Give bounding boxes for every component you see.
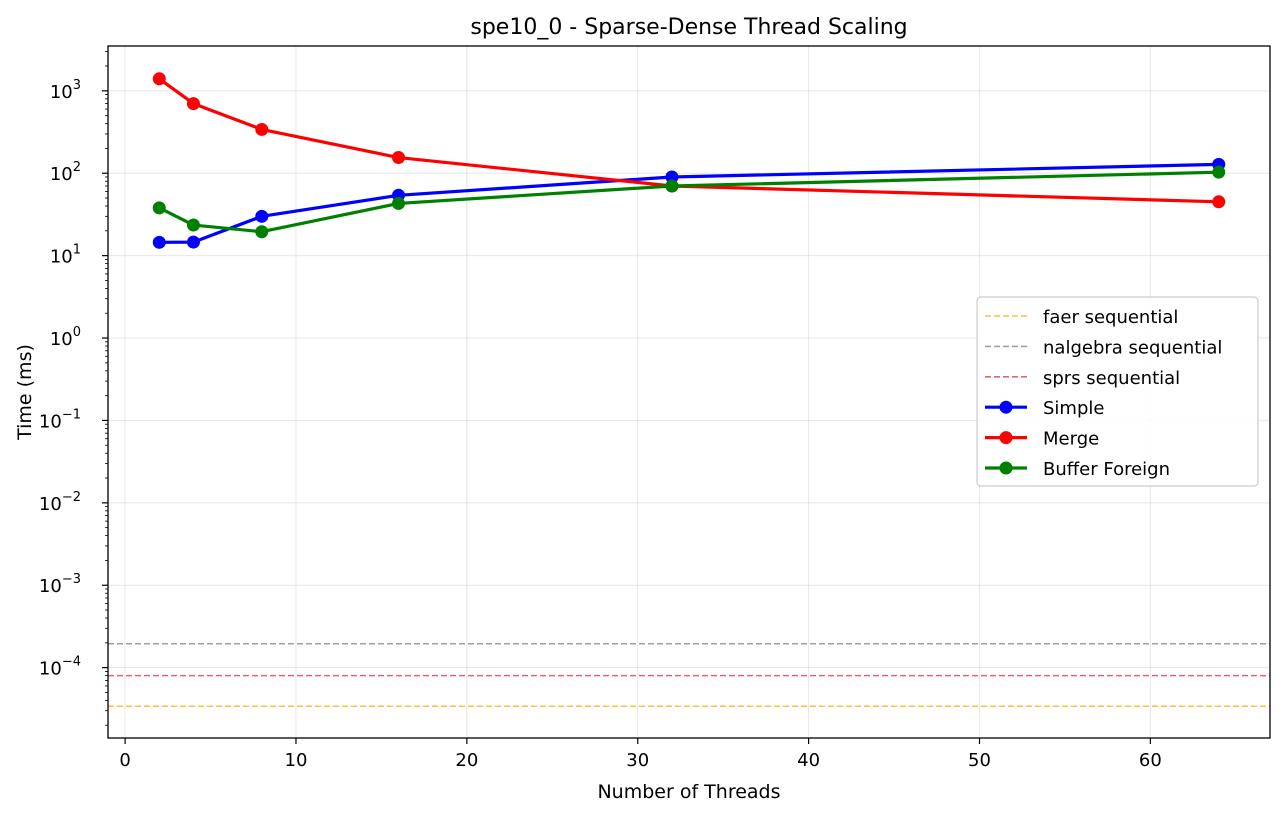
y-tick-base: 10 [50,329,73,350]
data-point [186,218,200,232]
x-tick-label: 20 [455,750,478,771]
legend-marker [999,431,1013,445]
data-point [1212,195,1226,209]
legend-label: Merge [1043,429,1099,450]
x-tick-label: 0 [119,750,130,771]
x-tick-label: 30 [626,750,649,771]
y-tick-base: 10 [50,164,73,185]
chart-title: spe10_0 - Sparse-Dense Thread Scaling [470,15,907,40]
data-point [152,235,166,249]
y-tick-label: 100 [50,325,81,350]
y-tick-label: 10−3 [39,572,81,597]
y-tick-label: 10−2 [39,490,81,515]
y-tick-exponent: 1 [73,243,81,258]
data-point [255,209,269,223]
y-tick-exponent: −1 [62,407,81,422]
y-tick-label: 101 [50,243,81,268]
y-tick-exponent: 3 [73,78,81,93]
reference-lines [108,642,1270,708]
data-point [665,170,679,184]
x-tick-label: 50 [968,750,991,771]
y-tick-base: 10 [39,659,62,680]
y-tick-exponent: 0 [73,325,81,340]
y-tick-label: 103 [50,78,81,103]
series-line [157,77,1221,204]
data-point [186,235,200,249]
legend-marker [999,400,1013,414]
y-tick-exponent: 2 [73,160,81,175]
x-tick-label: 40 [797,750,820,771]
y-tick-base: 10 [39,411,62,432]
data-point [255,225,269,239]
y-tick-base: 10 [50,82,73,103]
legend-label: nalgebra sequential [1043,337,1222,358]
y-tick-exponent: −3 [62,572,81,587]
y-tick-label: 10−1 [39,407,81,432]
x-tick-label: 10 [285,750,308,771]
data-point [255,122,269,136]
legend-marker [999,461,1013,475]
y-tick-exponent: −4 [62,655,81,670]
data-point [186,97,200,111]
legend-box [976,296,1259,487]
y-tick-base: 10 [39,576,62,597]
data-point [152,201,166,215]
legend-label: faer sequential [1043,307,1178,328]
legend-label: Simple [1043,398,1104,419]
x-axis-ticks: 0 10 20 30 40 50 60 [119,738,1162,771]
x-tick-label: 60 [1139,750,1162,771]
series-lines [152,72,1226,249]
legend-label: sprs sequential [1043,368,1180,389]
data-point [1212,165,1226,179]
data-point [152,72,166,86]
plot-frame [107,45,1271,739]
data-point [392,196,405,210]
y-tick-label: 102 [50,160,81,185]
data-point [665,179,679,193]
y-tick-exponent: −2 [62,490,81,505]
y-tick-label: 10−4 [39,655,81,680]
legend: faer sequential nalgebra sequential sprs s… [976,296,1259,487]
x-axis-label: Number of Threads [597,781,780,803]
y-axis-label: Time (ms) [14,344,36,441]
y-tick-base: 10 [39,494,62,515]
data-point [392,151,405,165]
y-tick-base: 10 [50,247,73,268]
legend-label: Buffer Foreign [1043,459,1170,480]
